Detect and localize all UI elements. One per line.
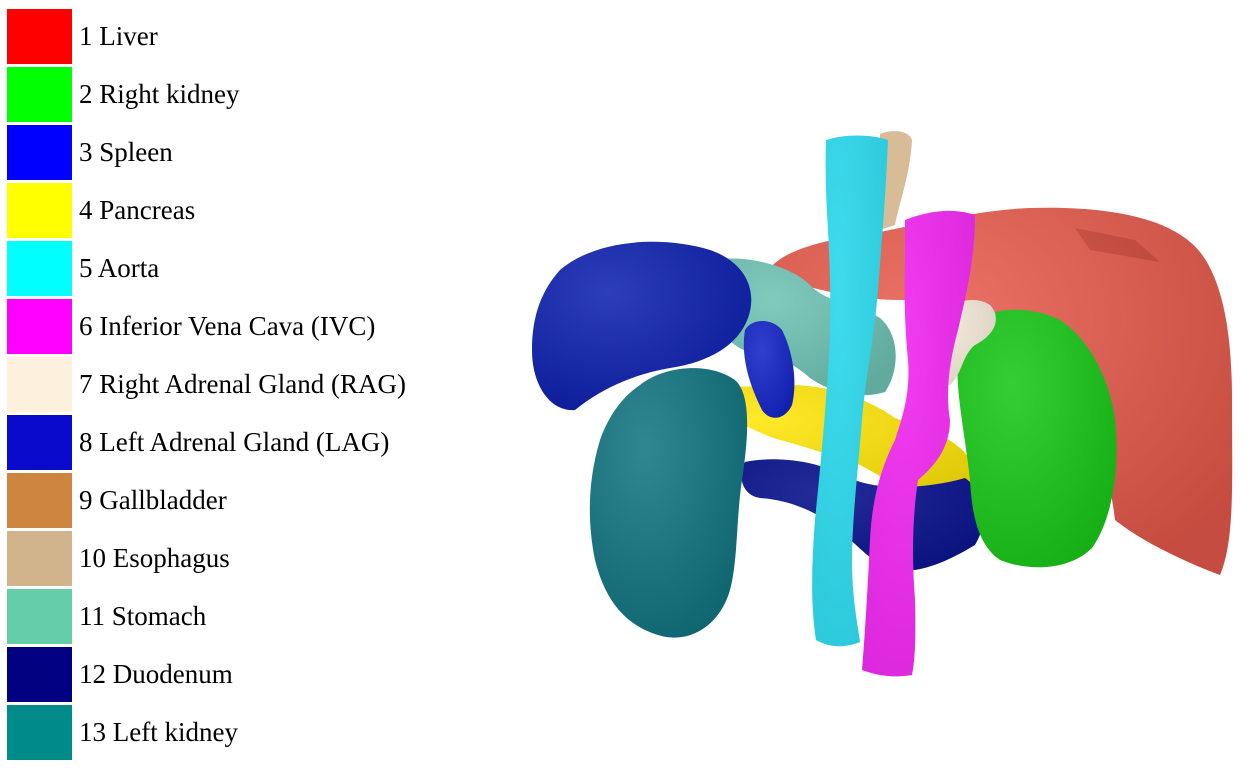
legend-item-pancreas: 4 Pancreas (7, 181, 467, 239)
esophagus-shape (879, 131, 912, 230)
legend-item-aorta: 5 Aorta (7, 239, 467, 297)
legend-label: 8 Left Adrenal Gland (LAG) (79, 426, 390, 457)
legend-item-rag: 7 Right Adrenal Gland (RAG) (7, 355, 467, 413)
liver-shading (770, 207, 1233, 575)
legend-item-spleen: 3 Spleen (7, 123, 467, 181)
legend-label: 9 Gallbladder (79, 484, 227, 515)
legend-label: 2 Right kidney (79, 78, 240, 109)
aorta-shading (812, 135, 888, 647)
legend-label: 6 Inferior Vena Cava (IVC) (79, 310, 376, 341)
legend-label: 7 Right Adrenal Gland (RAG) (79, 368, 406, 399)
legend-item-duodenum: 12 Duodenum (7, 645, 467, 703)
legend-swatch (7, 704, 72, 760)
legend-item-lag: 8 Left Adrenal Gland (LAG) (7, 413, 467, 471)
legend-item-esophagus: 10 Esophagus (7, 529, 467, 587)
legend-item-left-kidney: 13 Left kidney (7, 703, 467, 761)
legend-swatch (7, 472, 72, 528)
inferior-vena-cava-shading (862, 210, 975, 677)
legend-item-ivc: 6 Inferior Vena Cava (IVC) (7, 297, 467, 355)
right-kidney-shading (957, 309, 1117, 568)
left-adrenal-gland-shading (743, 321, 795, 418)
legend-swatch (7, 414, 72, 470)
legend-item-stomach: 11 Stomach (7, 587, 467, 645)
legend-item-gallbladder: 9 Gallbladder (7, 471, 467, 529)
legend-swatch (7, 588, 72, 644)
legend-swatch (7, 646, 72, 702)
organ-legend: 1 Liver 2 Right kidney 3 Spleen 4 Pancre… (7, 7, 467, 761)
duodenum-shading (741, 459, 984, 571)
legend-label: 13 Left kidney (79, 716, 238, 747)
legend-swatch (7, 124, 72, 180)
legend-label: 10 Esophagus (79, 542, 230, 573)
legend-label: 3 Spleen (79, 136, 173, 167)
legend-swatch (7, 530, 72, 586)
left-kidney-shading (589, 368, 748, 638)
legend-swatch (7, 240, 72, 296)
spleen-shading (532, 241, 752, 411)
legend-swatch (7, 298, 72, 354)
legend-swatch (7, 66, 72, 122)
legend-label: 5 Aorta (79, 252, 160, 283)
legend-label: 11 Stomach (79, 600, 207, 631)
legend-swatch (7, 182, 72, 238)
legend-label: 12 Duodenum (79, 658, 233, 689)
legend-label: 1 Liver (79, 20, 158, 51)
legend-label: 4 Pancreas (79, 194, 196, 225)
legend-swatch (7, 8, 72, 64)
legend-item-right-kidney: 2 Right kidney (7, 65, 467, 123)
legend-swatch (7, 356, 72, 412)
legend-item-liver: 1 Liver (7, 7, 467, 65)
